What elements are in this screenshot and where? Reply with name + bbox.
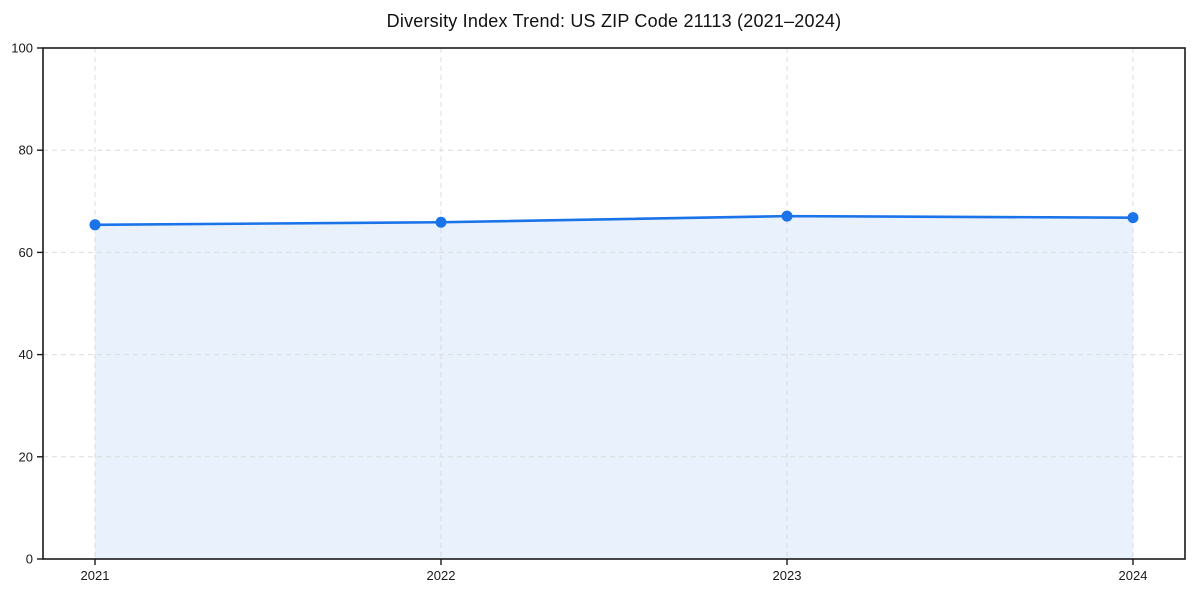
y-tick-label: 20 xyxy=(19,449,33,464)
trend-line xyxy=(93,214,1135,227)
y-tick-label: 80 xyxy=(19,143,33,158)
y-tick-label: 40 xyxy=(19,347,33,362)
chart-title: Diversity Index Trend: US ZIP Code 21113… xyxy=(386,11,842,31)
x-tick-label: 2021 xyxy=(81,568,110,583)
y-tick-label: 60 xyxy=(19,245,33,260)
data-point xyxy=(781,210,793,222)
data-point xyxy=(1127,212,1139,224)
x-tick-label: 2023 xyxy=(773,568,802,583)
plot-border xyxy=(42,47,1186,560)
data-point xyxy=(89,219,101,231)
x-tick-label: 2024 xyxy=(1119,568,1148,583)
area-fill xyxy=(95,216,1133,559)
y-tick-label: 100 xyxy=(11,41,33,56)
x-tick-label: 2022 xyxy=(427,568,456,583)
y-tick-label: 0 xyxy=(26,552,33,567)
data-point xyxy=(435,216,447,228)
